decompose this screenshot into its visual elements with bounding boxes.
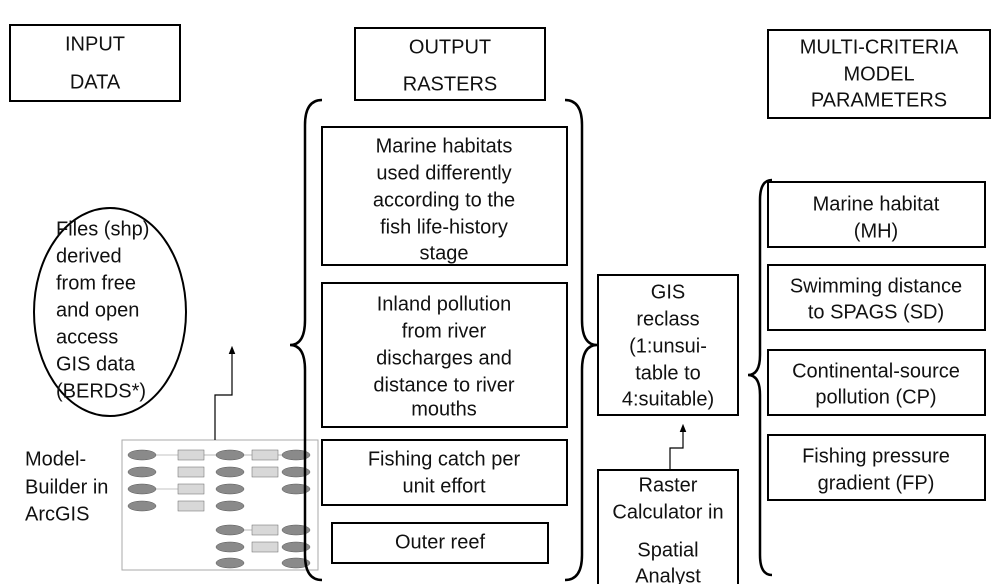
ellipse-text: derived	[56, 245, 122, 267]
output-text: according to the	[373, 189, 515, 211]
reclass-text: (1:unsui-	[629, 335, 707, 357]
model-builder-thumbnail	[122, 440, 318, 570]
output-text: distance to river	[373, 374, 515, 396]
raster-text: Spatial	[637, 539, 698, 561]
output-text: fish life-history	[380, 216, 508, 238]
parameter-text: Continental-source	[792, 360, 960, 382]
ellipse-text: access	[56, 326, 118, 348]
reclass-text: reclass	[636, 308, 699, 330]
output-text: Inland pollution	[377, 293, 512, 315]
model-builder-label: Builder in	[25, 476, 108, 498]
ellipse-text: Files (shp)	[56, 218, 149, 240]
model-builder-label: ArcGIS	[25, 503, 89, 525]
header-text: MODEL	[843, 63, 914, 85]
ellipse-text: GIS data	[56, 353, 136, 375]
right-brace	[565, 100, 597, 580]
model-builder-label: Model-	[25, 448, 86, 470]
output-text: Marine habitats	[376, 135, 513, 157]
ellipse-text: and open	[56, 299, 139, 321]
ellipse-text: from free	[56, 272, 136, 294]
arrow	[670, 428, 683, 470]
output-text: from river	[402, 320, 487, 342]
parameter-text: Fishing pressure	[802, 445, 950, 467]
header-text: RASTERS	[403, 73, 497, 95]
parameter-text: pollution (CP)	[815, 386, 936, 408]
arrow	[215, 350, 232, 440]
parameter-text: (MH)	[854, 220, 898, 242]
parameter-text: gradient (FP)	[818, 472, 935, 494]
output-text: discharges and	[376, 347, 512, 369]
output-text: used differently	[376, 162, 511, 184]
reclass-text: 4:suitable)	[622, 388, 714, 410]
output-text: mouths	[411, 398, 477, 420]
reclass-text: GIS	[651, 281, 685, 303]
output-text: stage	[420, 242, 469, 264]
page: { "headers": [ {"lines": ["INPUT", "DATA…	[0, 0, 998, 584]
parameter-text: Swimming distance	[790, 275, 962, 297]
header-text: DATA	[70, 71, 121, 93]
parameter-text: to SPAGS (SD)	[808, 301, 944, 323]
reclass-text: table to	[635, 362, 701, 384]
raster-text: Raster	[639, 474, 698, 496]
header-text: PARAMETERS	[811, 89, 947, 111]
header-text: OUTPUT	[409, 36, 491, 58]
raster-text: Analyst	[635, 565, 701, 584]
output-text: unit effort	[402, 475, 485, 497]
header-text: INPUT	[65, 33, 125, 55]
parameter-text: Marine habitat	[813, 193, 940, 215]
raster-text: Calculator in	[612, 501, 723, 523]
ellipse-text: (BERDS*)	[56, 380, 146, 402]
diagram: INPUT DATA OUTPUT RASTERS MULTI-CRITERIA MODE…	[0, 0, 998, 584]
header-text: MULTI-CRITERIA	[800, 36, 959, 58]
output-text: Outer reef	[395, 531, 485, 553]
output-text: Fishing catch per	[368, 448, 521, 470]
